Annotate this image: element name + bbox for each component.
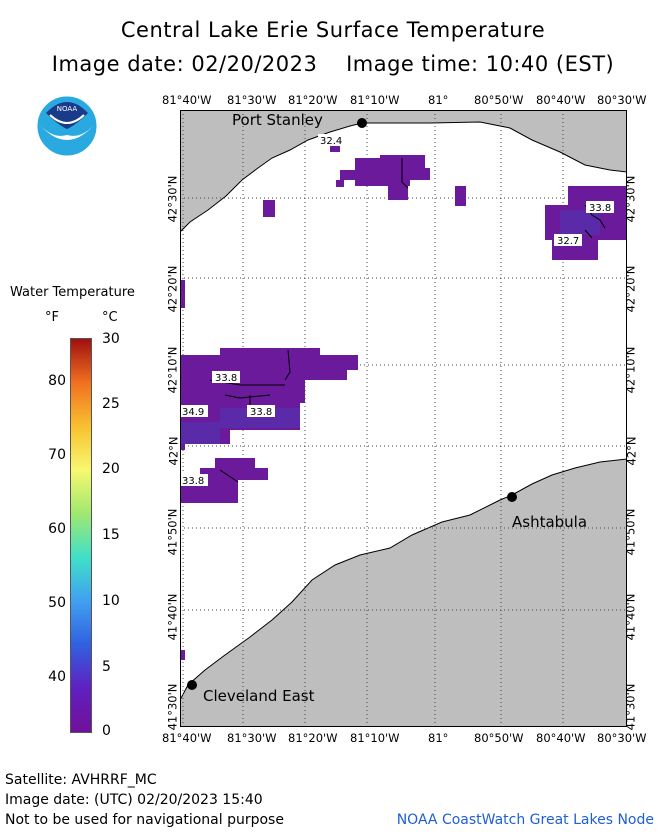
lon-label-bottom: 80°50'W — [474, 731, 524, 745]
temp-patch — [180, 355, 358, 370]
cleveland-east-label: Cleveland East — [203, 687, 315, 705]
temp-patch — [408, 168, 430, 180]
noaa-logo: NOAA — [36, 95, 98, 157]
lat-label-left: 41°40'N — [165, 593, 180, 641]
lon-label-bottom: 81°10'W — [350, 731, 400, 745]
lon-label-top: 81°10'W — [350, 93, 400, 107]
tick-c: 30 — [102, 331, 120, 347]
temp-label: 33.8 — [589, 203, 611, 214]
lon-label-bottom: 80°40'W — [536, 731, 586, 745]
lake-erie-map: Port Stanley Ashtabula Cleveland East 32… — [180, 110, 627, 727]
lat-label-left: 41°30'N — [165, 683, 180, 731]
tick-c: 0 — [102, 723, 111, 739]
temp-patch — [220, 348, 320, 358]
north-shore-land — [180, 110, 627, 233]
legend-unit-f: °F — [45, 310, 59, 325]
temp-patch — [220, 408, 300, 428]
temp-patch — [180, 422, 220, 444]
tick-c: 25 — [102, 396, 120, 412]
temp-label: 33.8 — [182, 476, 204, 487]
lat-label-left: 42°N — [166, 436, 181, 466]
lon-label-bottom: 81° — [428, 731, 449, 745]
lon-label-top: 80°40'W — [536, 93, 586, 107]
lon-label-top: 80°30'W — [597, 93, 647, 107]
tick-f: 40 — [48, 669, 66, 685]
temp-patch — [180, 378, 305, 403]
lon-label-bottom: 80°30'W — [597, 731, 647, 745]
temp-label: 34.9 — [182, 407, 204, 418]
temp-patch — [200, 468, 268, 480]
lon-label-bottom: 81°30'W — [227, 731, 277, 745]
lon-label-top: 81°30'W — [227, 93, 277, 107]
temperature-labels: 32.4 33.8 32.7 33.8 34.9 33.8 33.8 — [180, 134, 614, 487]
legend-title: Water Temperature — [10, 285, 135, 300]
tick-f: 50 — [48, 595, 66, 611]
utc-date-info: Image date: (UTC) 02/20/2023 15:40 — [5, 792, 263, 808]
lon-label-top: 80°50'W — [474, 93, 524, 107]
temp-label: 33.8 — [250, 407, 272, 418]
tick-f: 60 — [48, 521, 66, 537]
image-date-time: Image date: 02/20/2023 Image time: 10:40… — [51, 52, 615, 76]
temp-patch — [180, 280, 185, 308]
temp-patch — [560, 210, 600, 235]
tick-c: 15 — [102, 527, 120, 543]
tick-c: 5 — [102, 659, 111, 675]
temp-label: 32.7 — [557, 236, 579, 247]
port-stanley-marker — [357, 118, 367, 128]
lon-label-top: 81° — [428, 93, 449, 107]
temp-patch — [340, 170, 362, 180]
temp-patch — [336, 180, 344, 187]
lon-label-bottom: 81°40'W — [162, 731, 212, 745]
south-shore-land — [180, 458, 627, 727]
coastwatch-credit: NOAA CoastWatch Great Lakes Node — [396, 812, 654, 828]
tick-f: 70 — [48, 447, 66, 463]
lat-label-left: 41°50'N — [165, 508, 180, 556]
legend-unit-c: °C — [102, 310, 118, 325]
temp-patch — [388, 180, 408, 200]
navigation-disclaimer: Not to be used for navigational purpose — [5, 812, 284, 828]
map-frame — [180, 110, 627, 727]
lon-label-top: 81°40'W — [162, 93, 212, 107]
satellite-info: Satellite: AVHRRF_MC — [5, 772, 157, 788]
tick-f: 80 — [48, 373, 66, 389]
lat-label-left: 42°30'N — [165, 175, 180, 223]
port-stanley-label: Port Stanley — [232, 111, 323, 129]
ashtabula-label: Ashtabula — [512, 513, 587, 531]
cold-water-patches-alt — [180, 210, 600, 444]
temp-patch — [455, 186, 466, 206]
color-bar — [70, 338, 92, 733]
lon-label-bottom: 81°20'W — [288, 731, 338, 745]
lat-label-left: 42°20'N — [165, 265, 180, 313]
ashtabula-marker — [507, 492, 517, 502]
lat-label-left: 42°10'N — [165, 346, 180, 394]
cleveland-east-marker — [187, 680, 197, 690]
temp-label: 33.8 — [215, 373, 237, 384]
temp-label: 32.4 — [320, 136, 342, 147]
temp-patch — [263, 200, 275, 217]
noaa-logo-text: NOAA — [57, 105, 78, 113]
temp-patch — [180, 650, 185, 660]
lon-label-top: 81°20'W — [288, 93, 338, 107]
tick-c: 10 — [102, 593, 120, 609]
tick-c: 20 — [102, 461, 120, 477]
map-title: Central Lake Erie Surface Temperature — [120, 18, 546, 42]
